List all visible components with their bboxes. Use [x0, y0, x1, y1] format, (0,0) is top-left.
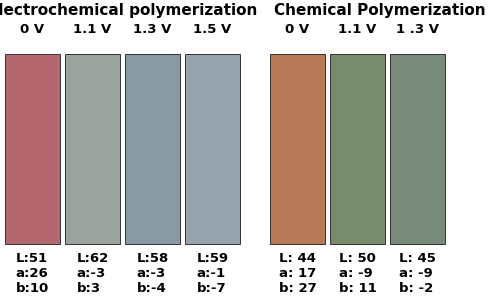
Text: 0 V: 0 V — [20, 23, 44, 36]
Text: Electrochemical polymerization: Electrochemical polymerization — [0, 3, 257, 18]
FancyBboxPatch shape — [65, 54, 120, 244]
Text: 1.5 V: 1.5 V — [194, 23, 232, 36]
FancyBboxPatch shape — [390, 54, 445, 244]
Text: L:59
a:-1
b:-7: L:59 a:-1 b:-7 — [196, 252, 228, 295]
Text: 0 V: 0 V — [286, 23, 310, 36]
Text: L: 50
a: -9
b: 11: L: 50 a: -9 b: 11 — [338, 252, 376, 295]
Text: L:58
a:-3
b:-4: L:58 a:-3 b:-4 — [136, 252, 168, 295]
FancyBboxPatch shape — [330, 54, 385, 244]
Text: L:62
a:-3
b:3: L:62 a:-3 b:3 — [76, 252, 108, 295]
Text: L:51
a:26
b:10: L:51 a:26 b:10 — [16, 252, 49, 295]
Text: 1.1 V: 1.1 V — [338, 23, 376, 36]
FancyBboxPatch shape — [5, 54, 60, 244]
Text: Chemical Polymerization: Chemical Polymerization — [274, 3, 486, 18]
Text: 1.3 V: 1.3 V — [134, 23, 172, 36]
Text: 1 .3 V: 1 .3 V — [396, 23, 439, 36]
Text: L: 44
a: 17
b: 27: L: 44 a: 17 b: 27 — [278, 252, 316, 295]
FancyBboxPatch shape — [185, 54, 240, 244]
Text: L: 45
a: -9
b: -2: L: 45 a: -9 b: -2 — [399, 252, 436, 295]
FancyBboxPatch shape — [125, 54, 180, 244]
Text: 1.1 V: 1.1 V — [74, 23, 112, 36]
FancyBboxPatch shape — [270, 54, 325, 244]
